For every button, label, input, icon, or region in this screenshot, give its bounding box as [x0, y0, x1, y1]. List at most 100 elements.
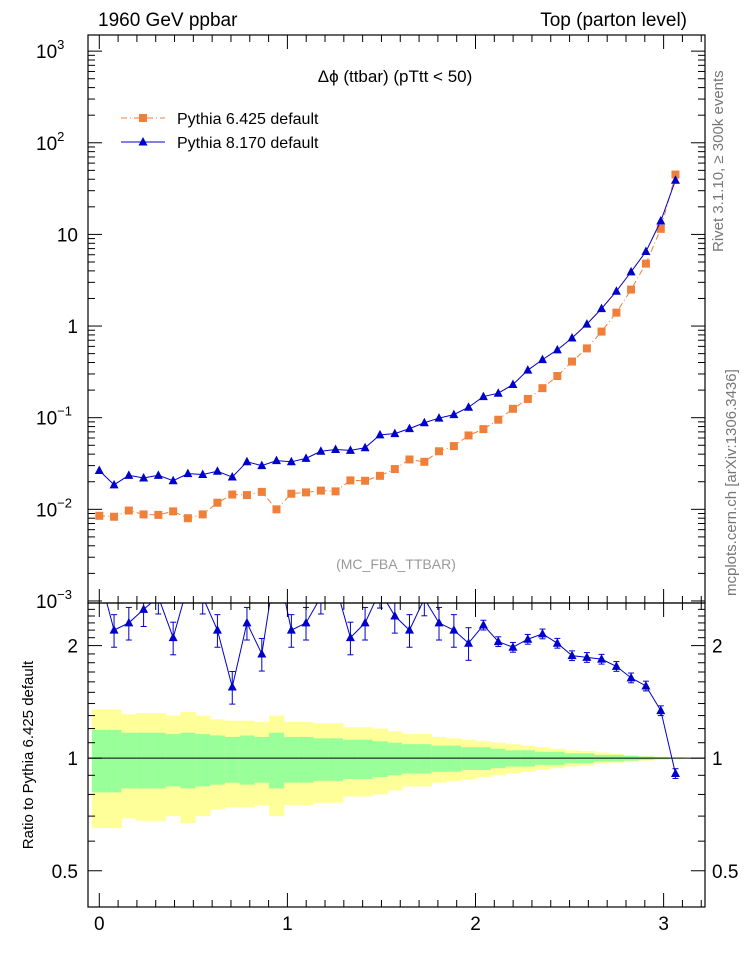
- ratio-data-point: [331, 580, 340, 589]
- data-point-pythia8: [493, 388, 503, 397]
- main-panel: 10−3 10−2 10−1 1 10 102 103 Δϕ (ttbar) (pTtt <…: [36, 34, 706, 613]
- data-point-pythia6: [124, 506, 133, 515]
- data-point-pythia6: [375, 471, 384, 480]
- side-label-mcplots: mcplots.cern.ch [arXiv:1306.3436]: [723, 369, 740, 596]
- ratio-data-point: [478, 620, 488, 629]
- data-point-pythia8: [641, 246, 651, 256]
- data-point-pythia6: [597, 327, 606, 336]
- analysis-watermark: (MC_FBA_TTBAR): [336, 556, 456, 572]
- legend: Pythia 6.425 default Pythia 8.170 defaul…: [121, 111, 319, 152]
- ratio-y-tick-label-right: 0.5: [712, 862, 738, 883]
- ratio-data-point: [301, 617, 311, 627]
- data-point-pythia6: [213, 498, 222, 507]
- data-point-pythia8: [109, 479, 119, 489]
- ratio-data-point: [124, 617, 134, 627]
- x-tick-label: 1: [282, 914, 293, 935]
- ratio-data-point: [109, 625, 119, 634]
- legend-label-pythia6: Pythia 6.425 default: [177, 111, 319, 128]
- data-point-pythia8: [670, 175, 680, 184]
- main-y-tick-label: 10−2: [36, 495, 72, 521]
- data-point-pythia6: [479, 425, 488, 434]
- ratio-data-point: [286, 625, 296, 634]
- data-point-pythia6: [316, 486, 325, 495]
- data-point-pythia8: [212, 466, 222, 475]
- data-point-pythia6: [582, 344, 591, 353]
- data-point-pythia6: [346, 476, 355, 485]
- data-point-pythia6: [361, 476, 370, 485]
- ratio-data-point: [670, 768, 680, 778]
- uncertainty-band-inner: [446, 745, 462, 772]
- ratio-data-point: [464, 638, 474, 647]
- data-point-pythia6: [154, 510, 163, 519]
- x-tick-label: 0: [94, 914, 105, 935]
- ratio-y-tick-label: 2: [67, 637, 78, 658]
- data-point-pythia8: [508, 379, 518, 389]
- data-point-pythia8: [153, 470, 163, 479]
- data-point-pythia6: [627, 285, 636, 294]
- uncertainty-band-inner: [298, 736, 314, 783]
- ratio-data-point: [567, 650, 577, 660]
- main-y-tick-label: 10−3: [36, 587, 72, 613]
- uncertainty-band-inner: [328, 738, 344, 781]
- data-point-pythia6: [568, 357, 577, 366]
- uncertainty-band-inner: [283, 736, 300, 783]
- main-y-axis: 10−3 10−2 10−1 1 10 102 103: [36, 37, 705, 613]
- ratio-data-point: [345, 632, 355, 642]
- ratio-data-point: [272, 554, 281, 563]
- data-point-pythia6: [612, 308, 621, 317]
- data-point-pythia8: [478, 391, 488, 401]
- ratio-data-point: [508, 642, 518, 651]
- header-right: Top (parton level): [540, 10, 687, 31]
- ratio-data-point: [611, 661, 621, 670]
- ratio-data-point: [493, 636, 503, 646]
- data-point-pythia6: [242, 491, 251, 500]
- main-series-group: [94, 170, 680, 523]
- uncertainty-band-inner: [121, 732, 137, 789]
- uncertainty-band-inner: [431, 745, 447, 772]
- ratio-data-point: [375, 586, 384, 595]
- chart-title: Δϕ (ttbar) (pTtt < 50): [318, 67, 473, 86]
- ratio-data-point: [316, 592, 325, 601]
- data-point-pythia6: [553, 372, 562, 381]
- data-point-pythia6: [302, 488, 311, 497]
- data-point-pythia8: [449, 409, 459, 419]
- data-point-pythia8: [537, 354, 547, 364]
- ratio-data-point: [242, 617, 252, 627]
- uncertainty-band-inner: [106, 729, 122, 793]
- ratio-data-point: [626, 672, 636, 682]
- data-point-pythia6: [464, 431, 473, 440]
- uncertainty-band-inner: [180, 732, 196, 789]
- ratio-data-point: [597, 654, 607, 663]
- ratio-x-axis: 0 1 2 3: [94, 603, 702, 935]
- data-point-pythia8: [94, 465, 104, 475]
- ratio-data-point: [404, 625, 414, 634]
- main-y-tick-label: 10−1: [36, 404, 72, 430]
- data-point-pythia8: [286, 456, 296, 466]
- data-point-pythia6: [656, 224, 665, 233]
- main-x-ticks: [98, 35, 702, 603]
- uncertainty-band-inner: [195, 734, 211, 787]
- ratio-data-point: [582, 652, 592, 661]
- uncertainty-band-inner: [313, 738, 329, 781]
- data-point-pythia8: [404, 423, 414, 433]
- uncertainty-band-inner: [224, 736, 241, 783]
- data-point-pythia8: [198, 469, 208, 478]
- main-y-tick-label: 10: [57, 225, 78, 246]
- ratio-data-point: [641, 680, 651, 690]
- series-line-1: [98, 180, 676, 486]
- ratio-data-point: [656, 705, 666, 715]
- data-point-pythia8: [626, 266, 636, 276]
- ratio-data-point: [198, 592, 207, 601]
- ratio-y-axis: 0.5 0.5 1 1 2 2: [52, 608, 738, 908]
- data-point-pythia6: [169, 507, 178, 516]
- ratio-data-point: [212, 625, 222, 634]
- uncertainty-band-inner: [357, 739, 373, 779]
- data-point-pythia6: [523, 394, 532, 403]
- data-point-pythia8: [139, 472, 149, 482]
- uncertainty-band-inner: [136, 732, 152, 789]
- ratio-data-point: [420, 594, 429, 603]
- data-point-pythia8: [301, 453, 311, 462]
- data-point-pythia8: [331, 444, 341, 453]
- uncertainty-band-inner: [416, 744, 433, 774]
